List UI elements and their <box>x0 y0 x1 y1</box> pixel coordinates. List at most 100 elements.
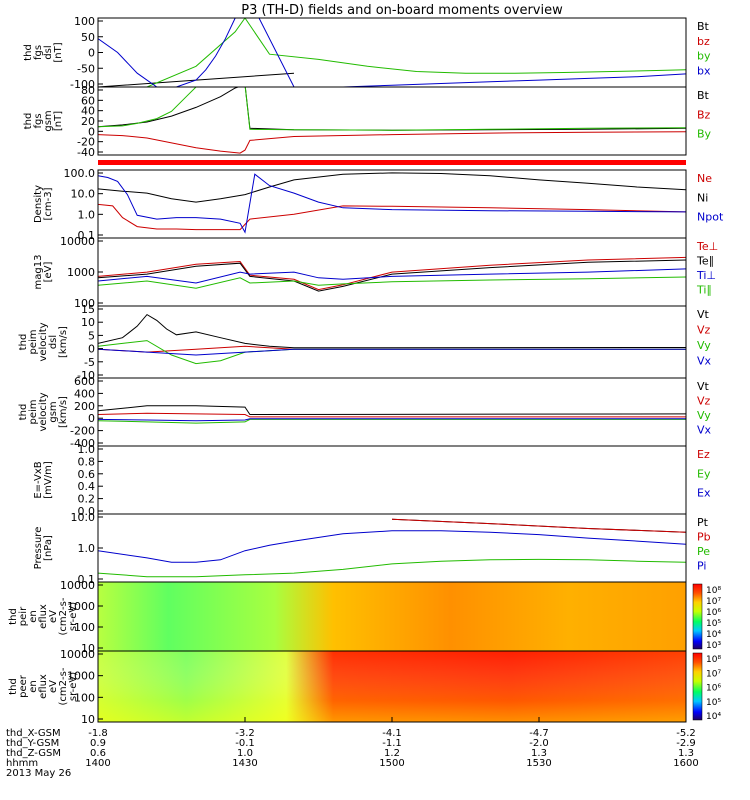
time-axis-value: 1500 <box>379 758 404 769</box>
time-axis-value: 1530 <box>526 758 551 769</box>
y-axis-label-line: fgs <box>33 45 44 60</box>
spectrogram-shading <box>98 651 686 722</box>
time-axis-value: 1.2 <box>384 748 400 759</box>
y-tick-label: 1000 <box>67 600 95 613</box>
y-tick-label: 5 <box>88 329 95 342</box>
legend-Vx: Vx <box>697 355 712 368</box>
y-tick-label: -10 <box>77 369 95 382</box>
y-tick-label: 0.1 <box>78 229 96 242</box>
colorbar <box>692 652 703 721</box>
y-tick-label: 1.0 <box>78 443 96 456</box>
y-tick-label: 0 <box>88 343 95 356</box>
series-line-Ne <box>98 203 686 231</box>
legend-Npot: Npot <box>697 211 724 224</box>
y-tick-label: 10000 <box>60 235 95 248</box>
series-line-Vt <box>98 313 686 349</box>
y-axis-label-line: (cm2-s- <box>58 597 69 635</box>
y-tick-label: 10 <box>81 316 95 329</box>
y-tick-label: -400 <box>70 437 95 450</box>
series-line-by <box>132 18 686 87</box>
y-tick-label: -20 <box>77 136 95 149</box>
legend-Pi: Pi <box>697 560 706 573</box>
legend-Ni: Ni <box>697 191 708 204</box>
quality-flag-bar <box>98 160 686 165</box>
series-line-Npot <box>98 173 686 234</box>
legend-Pe: Pe <box>697 545 710 558</box>
y-tick-label: 100.0 <box>64 167 96 180</box>
legend-By: By <box>697 128 712 141</box>
series-line-Te⊥ <box>98 256 686 291</box>
series-line-Te∥ <box>98 259 686 292</box>
y-tick-label: 15 <box>81 303 95 316</box>
y-axis-label-line: [eV] <box>43 262 54 283</box>
time-axis-row-label: thd_Z-GSM <box>6 748 61 759</box>
y-tick-label: 10000 <box>60 648 95 661</box>
legend-Vy: Vy <box>697 409 711 422</box>
series-line-Bz <box>98 131 686 154</box>
y-axis-label-line: dsl <box>48 335 59 349</box>
panel-frame <box>97 305 687 379</box>
y-axis-label-line: [cm-3] <box>43 187 54 220</box>
y-axis-label-line: Density <box>33 185 44 223</box>
y-tick-label: 10 <box>81 713 95 726</box>
time-axis-value: 1.3 <box>678 748 694 759</box>
y-axis-label-line: [km/s] <box>58 396 69 428</box>
y-axis-label-line: [km/s] <box>58 326 69 358</box>
time-axis-value: 1400 <box>85 758 110 769</box>
y-axis-label-line: sr-eV) <box>68 672 79 701</box>
colorbar-tick-label: 10⁴ <box>706 630 721 640</box>
series-line-Pb <box>391 518 686 533</box>
y-axis-label-line: thd <box>23 44 34 61</box>
panel-frame <box>97 17 687 88</box>
y-tick-label: 1000 <box>67 266 95 279</box>
y-axis-label-line: peim <box>28 399 39 424</box>
time-axis-value: -4.1 <box>382 728 402 739</box>
y-axis-label-line: gsm <box>43 110 54 131</box>
series-line-Vt <box>98 405 686 416</box>
legend-Te∥: Te∥ <box>696 255 714 268</box>
colorbar-tick-label: 10⁷ <box>706 669 721 679</box>
y-axis-label-line: peir <box>18 606 29 626</box>
legend-bx: bx <box>697 64 711 77</box>
y-tick-label: -100 <box>70 78 95 91</box>
y-axis-label-line: eflux <box>38 674 49 699</box>
figure-title: P3 (TH-D) fields and on-board moments ov… <box>241 3 563 18</box>
series-line-Bt <box>98 87 686 131</box>
panel-peer-spectrogram: 10⁸ 10⁷ 10⁶ 10⁵ 10⁴ 10000 1000 100 10 thd peer en ef… <box>8 648 721 726</box>
y-tick-label: 0 <box>88 125 95 138</box>
y-axis-label-line: velocity <box>38 392 49 431</box>
panel-density: 100.0 10.0 1.0 0.1 Density [cm-3] Ne Ni Npot <box>33 167 724 242</box>
legend-Vy: Vy <box>697 339 711 352</box>
y-axis-label-line: fgs <box>33 113 44 128</box>
legend-Vt: Vt <box>697 308 710 321</box>
time-axis-value: -1.8 <box>88 728 108 739</box>
y-axis-label-line: E=-VxB <box>33 461 44 498</box>
panel-frame <box>97 377 687 447</box>
legend-Vz: Vz <box>697 395 711 408</box>
series-line-Vy <box>98 340 686 365</box>
y-axis-label-line: peim <box>28 329 39 354</box>
y-axis-label-line: [nT] <box>53 111 64 131</box>
legend-Bz: Bz <box>697 108 711 121</box>
y-tick-label: -40 <box>77 146 95 159</box>
panel-efield: 1.00.80.60.40.20.0 E=-VxB [mV/m] Ez Ey Ex <box>33 443 711 518</box>
time-axis-row-label: thd_Y-GSM <box>6 738 59 749</box>
time-axis-value: 1430 <box>232 758 257 769</box>
y-tick-label: 1000 <box>67 670 95 683</box>
colorbar-tick-label: 10⁴ <box>706 712 721 722</box>
legend-Ey: Ey <box>697 467 711 480</box>
y-tick-label: 100 <box>74 621 95 634</box>
y-tick-label: 60 <box>81 94 95 107</box>
series-line-Pe <box>98 558 686 578</box>
legend-Te⊥: Te⊥ <box>696 240 718 253</box>
panel-frame <box>97 445 687 515</box>
y-tick-label: 100 <box>74 691 95 704</box>
colorbar-tick-label: 10⁷ <box>706 597 721 607</box>
time-axis-value: -2.0 <box>529 738 549 749</box>
y-axis-label-line: velocity <box>38 322 49 361</box>
y-tick-label: 10.0 <box>71 188 96 201</box>
